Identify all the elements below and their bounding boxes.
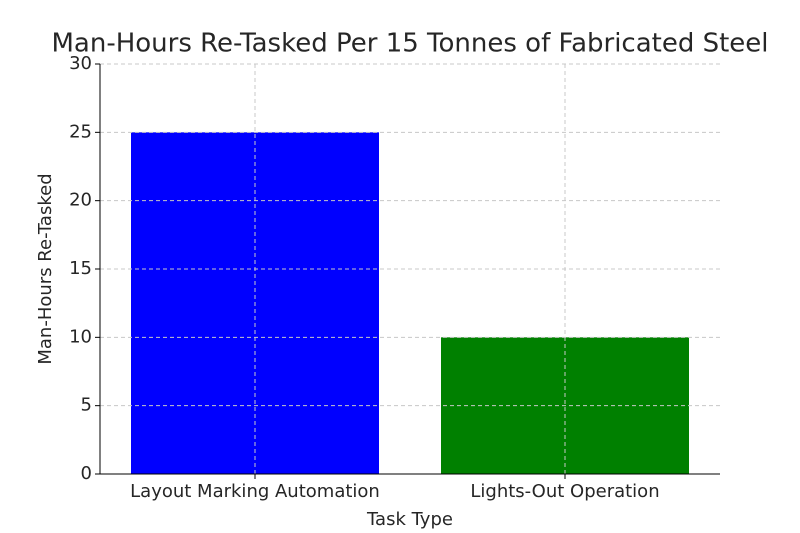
y-tick-label: 0 bbox=[81, 463, 92, 484]
y-tick-label: 25 bbox=[69, 121, 92, 142]
y-tick-label: 15 bbox=[69, 258, 92, 279]
x-tick-label: Lights-Out Operation bbox=[470, 481, 659, 502]
y-axis-label: Man-Hours Re-Tasked bbox=[35, 173, 56, 364]
y-tick-label: 5 bbox=[81, 395, 92, 416]
x-tick-label: Layout Marking Automation bbox=[130, 481, 380, 502]
x-axis-label: Task Type bbox=[366, 509, 453, 530]
y-tick-label: 10 bbox=[69, 326, 92, 347]
y-tick-label: 20 bbox=[69, 190, 92, 211]
y-tick-label: 30 bbox=[69, 53, 92, 74]
chart-title: Man-Hours Re-Tasked Per 15 Tonnes of Fab… bbox=[51, 29, 768, 59]
